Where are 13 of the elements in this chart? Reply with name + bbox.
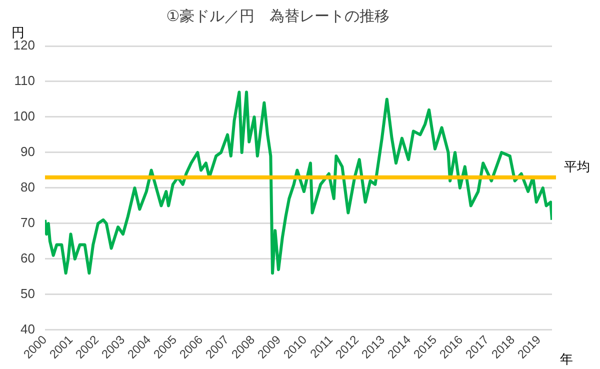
y-tick-label: 90 xyxy=(20,144,35,160)
y-tick-label: 120 xyxy=(13,38,35,53)
y-tick-label: 60 xyxy=(20,250,35,266)
x-axis-title: 年 xyxy=(560,352,573,367)
ref-line-label: 平均 xyxy=(564,158,590,174)
y-tick-label: 110 xyxy=(14,73,35,88)
y-tick-label: 50 xyxy=(20,286,35,302)
y-tick-label: 100 xyxy=(13,108,35,124)
y-tick-label: 70 xyxy=(20,215,35,230)
y-axis-title: 円 xyxy=(12,25,24,40)
y-tick-label: 40 xyxy=(20,322,35,337)
chart-title: ①豪ドル／円 為替レートの推移 xyxy=(166,8,390,26)
y-tick-label: 80 xyxy=(20,180,35,195)
